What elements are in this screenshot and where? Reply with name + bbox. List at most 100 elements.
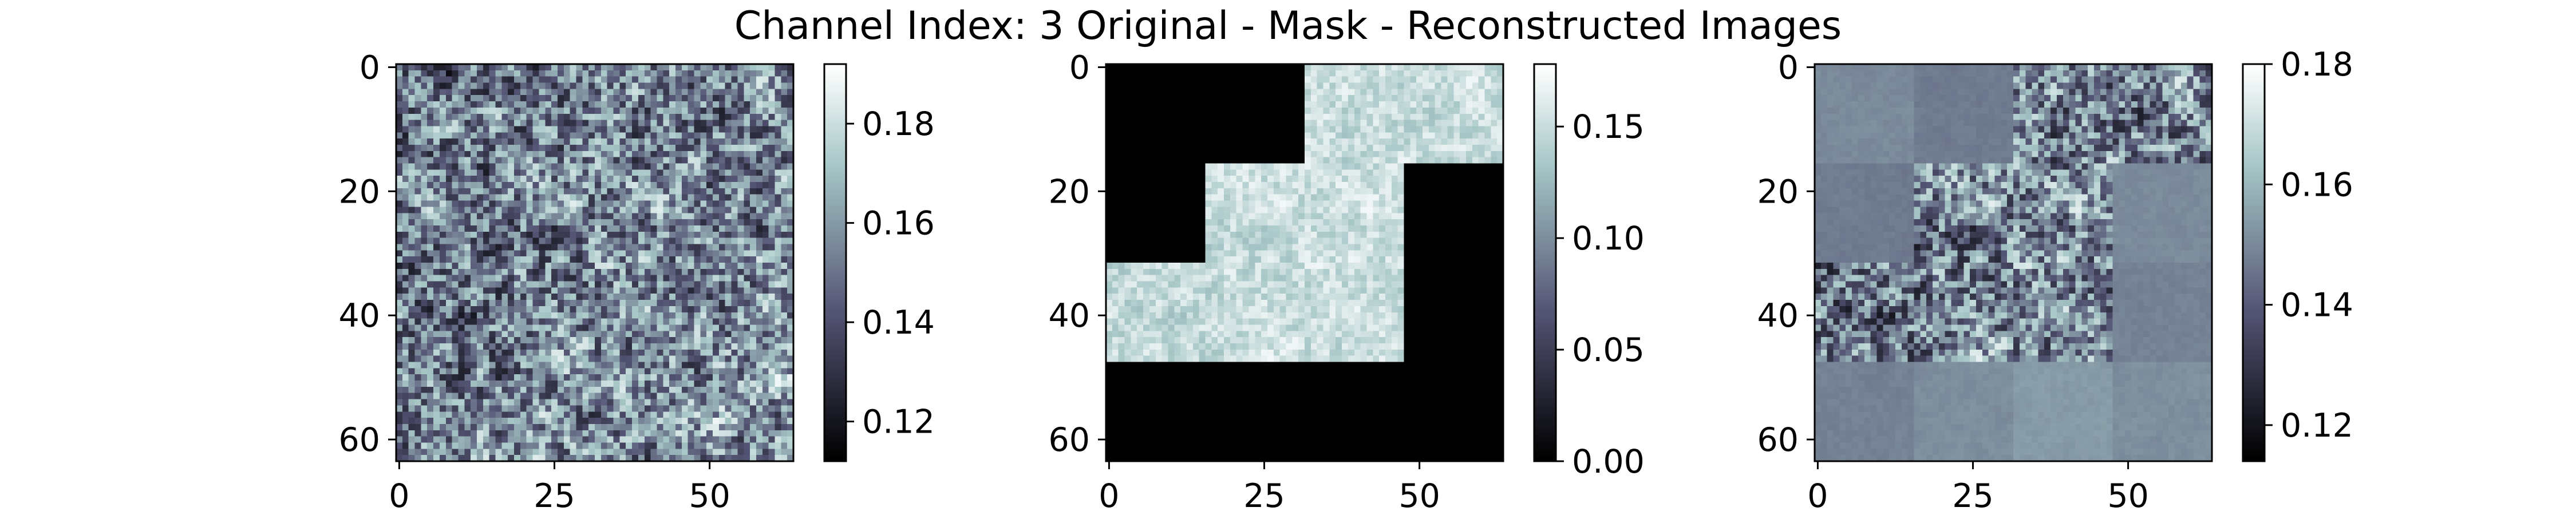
heatmap-cell — [731, 430, 738, 437]
heatmap-cell — [744, 113, 750, 121]
heatmap-cell — [1199, 64, 1206, 71]
heatmap-cell — [408, 287, 416, 294]
heatmap-cell — [1366, 132, 1373, 139]
heatmap-cell — [439, 188, 447, 195]
heatmap-cell — [644, 163, 651, 170]
heatmap-cell — [700, 343, 707, 350]
heatmap-cell — [539, 455, 546, 462]
heatmap-cell — [508, 275, 515, 282]
colorbar-segment — [824, 395, 846, 399]
heatmap-cell — [1453, 113, 1460, 121]
heatmap-cell — [688, 455, 695, 462]
heatmap-cell — [613, 368, 620, 375]
heatmap-cell — [421, 95, 428, 102]
heatmap-cell — [495, 169, 502, 176]
heatmap-cell — [402, 331, 409, 338]
heatmap-cell — [725, 132, 732, 139]
heatmap-cell — [476, 250, 484, 257]
heatmap-cell — [781, 82, 788, 89]
heatmap-cell — [750, 423, 757, 431]
heatmap-cell — [508, 355, 515, 363]
heatmap-cell — [539, 318, 546, 326]
heatmap-cell — [663, 250, 670, 257]
heatmap-cell — [713, 70, 720, 77]
heatmap-cell — [644, 144, 651, 152]
heatmap-cell — [445, 263, 453, 270]
heatmap-cell — [1255, 76, 1262, 84]
heatmap-cell — [781, 355, 788, 363]
heatmap-cell — [452, 219, 459, 226]
heatmap-cell — [706, 256, 713, 263]
heatmap-cell — [402, 150, 409, 158]
heatmap-cell — [1131, 107, 1137, 114]
heatmap-cell — [663, 64, 670, 71]
heatmap-cell — [613, 318, 620, 326]
heatmap-cell — [408, 294, 416, 300]
heatmap-cell — [626, 244, 633, 251]
heatmap-cell — [1428, 82, 1436, 89]
heatmap-cell — [1385, 126, 1392, 133]
heatmap-cell — [551, 281, 558, 288]
heatmap-cell — [439, 70, 447, 77]
heatmap-cell — [483, 101, 490, 108]
heatmap-cell — [694, 107, 701, 114]
heatmap-cell — [775, 176, 781, 183]
heatmap-cell — [439, 306, 447, 313]
heatmap-cell — [545, 306, 552, 313]
heatmap-cell — [681, 411, 689, 418]
heatmap-cell — [563, 337, 571, 344]
heatmap-cell — [520, 120, 527, 127]
heatmap-cell — [737, 70, 744, 77]
heatmap-cell — [433, 225, 440, 232]
heatmap-cell — [551, 95, 558, 102]
heatmap-cell — [638, 113, 645, 121]
heatmap-cell — [526, 411, 534, 418]
heatmap-cell — [632, 324, 639, 331]
heatmap-cell — [588, 312, 595, 319]
heatmap-cell — [588, 324, 595, 331]
heatmap-cell — [570, 89, 577, 96]
heatmap-cell — [539, 430, 546, 437]
heatmap-cell — [657, 194, 663, 201]
heatmap-cell — [1416, 126, 1423, 133]
heatmap-cell — [588, 381, 595, 387]
heatmap-cell — [762, 331, 769, 338]
heatmap-cell — [1497, 64, 1504, 71]
heatmap-cell — [1292, 89, 1299, 96]
heatmap-cell — [632, 89, 639, 96]
heatmap-cell — [501, 368, 508, 375]
heatmap-cell — [464, 368, 471, 375]
heatmap-cell — [408, 374, 416, 381]
heatmap-cell — [657, 120, 663, 127]
heatmap-cell — [1404, 82, 1411, 89]
heatmap-cell — [750, 256, 757, 263]
heatmap-cell — [445, 393, 453, 400]
heatmap-cell — [452, 449, 459, 455]
heatmap-cell — [700, 163, 707, 170]
heatmap-cell — [644, 126, 651, 133]
heatmap-cell — [694, 436, 701, 443]
heatmap-cell — [408, 169, 416, 176]
heatmap-cell — [650, 331, 658, 338]
heatmap-cell — [1453, 95, 1460, 102]
heatmap-cell — [787, 213, 794, 220]
colorbar-segment — [824, 104, 846, 108]
heatmap-cell — [750, 355, 757, 363]
heatmap-cell — [675, 368, 682, 375]
heatmap-cell — [1317, 101, 1324, 108]
heatmap-cell — [570, 368, 577, 375]
heatmap-cell — [471, 368, 477, 375]
heatmap-cell — [476, 399, 484, 406]
heatmap-cell — [551, 287, 558, 294]
heatmap-cell — [626, 324, 633, 331]
heatmap-cell — [688, 231, 695, 239]
heatmap-cell — [445, 405, 453, 412]
heatmap-cell — [675, 294, 682, 300]
heatmap-cell — [588, 256, 595, 263]
heatmap-cell — [402, 275, 409, 282]
heatmap-cell — [1379, 126, 1386, 133]
heatmap-cell — [663, 126, 670, 133]
heatmap-cell — [688, 120, 695, 127]
heatmap-cell — [1435, 120, 1442, 127]
